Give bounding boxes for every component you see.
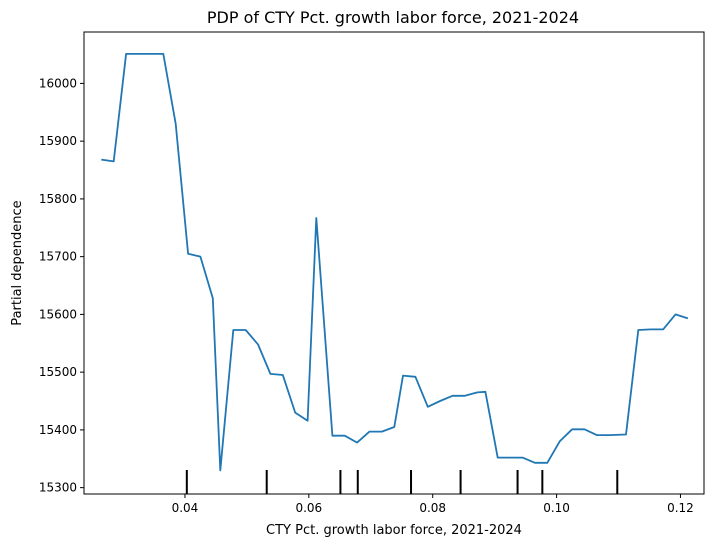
y-tick-label: 15900 bbox=[39, 134, 77, 148]
plot-area bbox=[83, 31, 705, 495]
y-axis-label: Partial dependence bbox=[10, 200, 25, 325]
y-tick-label: 15600 bbox=[39, 307, 77, 321]
y-tick-label: 15500 bbox=[39, 365, 77, 379]
pdp-line bbox=[101, 53, 689, 472]
y-tick-label: 15700 bbox=[39, 250, 77, 264]
y-tick-label: 15800 bbox=[39, 192, 77, 206]
chart-title: PDP of CTY Pct. growth labor force, 2021… bbox=[207, 8, 579, 27]
y-tick-label: 16000 bbox=[39, 76, 77, 90]
x-tick-label: 0.08 bbox=[419, 501, 446, 515]
y-tick-label: 15400 bbox=[39, 423, 77, 437]
plot-frame bbox=[83, 31, 705, 495]
y-tick-label: 15300 bbox=[39, 481, 77, 495]
x-axis-label: CTY Pct. growth labor force, 2021-2024 bbox=[266, 523, 522, 538]
rug-marks bbox=[185, 470, 619, 494]
x-tick-label: 0.06 bbox=[295, 501, 322, 515]
y-axis: 15300 15400 15500 15600 15700 15800 15900 16000 bbox=[39, 76, 84, 495]
x-tick-label: 0.04 bbox=[172, 501, 199, 515]
x-axis: 0.04 0.06 0.08 0.10 0.12 bbox=[172, 494, 694, 515]
x-tick-label: 0.10 bbox=[543, 501, 570, 515]
x-tick-label: 0.12 bbox=[667, 501, 694, 515]
